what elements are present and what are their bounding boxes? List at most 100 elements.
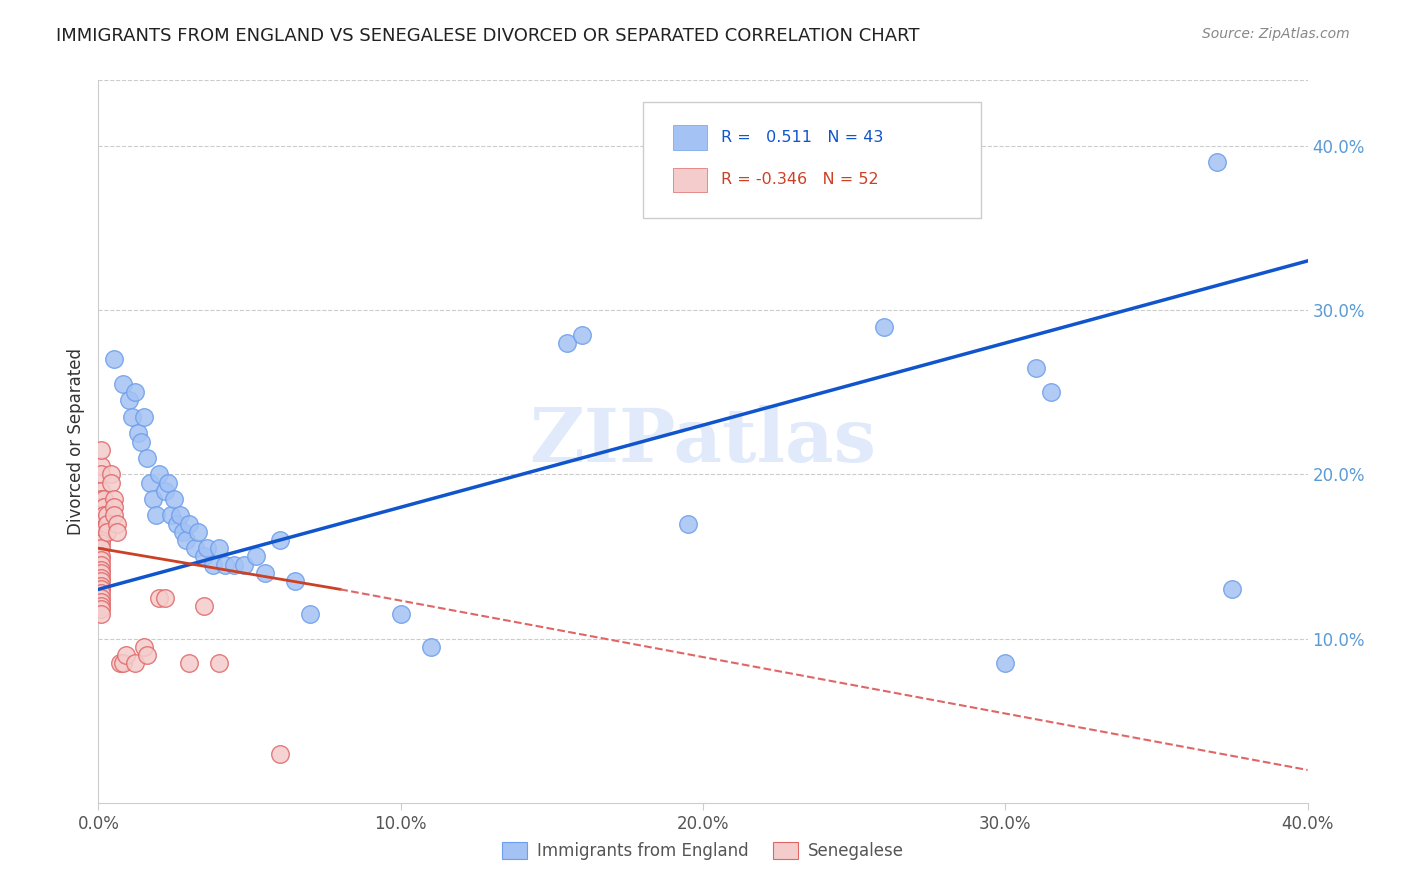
Point [132, 640, 155, 654]
Point [208, 657, 231, 671]
Point [1039, 385, 1062, 400]
Point [103, 491, 125, 506]
Text: Source: ZipAtlas.com: Source: ZipAtlas.com [1202, 27, 1350, 41]
Point [90, 541, 112, 556]
Point [90, 459, 112, 474]
Point [873, 319, 896, 334]
Point [994, 657, 1017, 671]
Point [111, 657, 134, 671]
Point [284, 574, 307, 588]
Bar [673, 168, 707, 192]
Bar [673, 126, 707, 150]
Point [90, 595, 112, 609]
Point [169, 508, 191, 523]
Point [135, 648, 157, 662]
Point [90, 467, 112, 482]
Point [153, 591, 176, 605]
Point [156, 475, 179, 490]
Point [114, 648, 136, 662]
Point [129, 434, 152, 449]
Point [100, 467, 122, 482]
Point [193, 549, 215, 564]
Point [1220, 582, 1243, 597]
Point [253, 566, 276, 580]
Point [420, 640, 443, 654]
Point [208, 541, 231, 556]
Point [90, 566, 112, 580]
Point [100, 475, 122, 490]
Point [90, 591, 112, 605]
Text: R =   0.511   N = 43: R = 0.511 N = 43 [721, 130, 883, 145]
Point [179, 516, 201, 531]
Point [214, 558, 236, 572]
Point [1024, 360, 1046, 375]
Point [174, 533, 197, 547]
Point [90, 536, 112, 550]
Point [90, 491, 112, 506]
Point [93, 508, 115, 523]
Point [184, 541, 207, 556]
Point [90, 563, 112, 577]
Point [103, 352, 125, 367]
Point [111, 377, 134, 392]
Point [172, 524, 194, 539]
Point [90, 585, 112, 599]
Point [224, 558, 246, 572]
Text: ZIPatlas: ZIPatlas [530, 405, 876, 478]
Point [93, 491, 115, 506]
Point [166, 516, 188, 531]
Point [90, 553, 112, 567]
Point [202, 558, 225, 572]
Point [148, 591, 170, 605]
Point [90, 558, 112, 572]
Point [90, 483, 112, 498]
Point [389, 607, 412, 621]
Point [269, 747, 291, 761]
Point [90, 442, 112, 457]
Point [103, 500, 125, 515]
Y-axis label: Divorced or Separated: Divorced or Separated [66, 348, 84, 535]
Text: IMMIGRANTS FROM ENGLAND VS SENEGALESE DIVORCED OR SEPARATED CORRELATION CHART: IMMIGRANTS FROM ENGLAND VS SENEGALESE DI… [56, 27, 920, 45]
Point [105, 516, 128, 531]
Point [571, 327, 593, 342]
Point [90, 582, 112, 597]
Point [127, 426, 149, 441]
Point [179, 657, 201, 671]
Point [118, 393, 141, 408]
Point [90, 574, 112, 588]
Point [195, 541, 218, 556]
Point [145, 508, 167, 523]
Legend: Immigrants from England, Senegalese: Immigrants from England, Senegalese [495, 835, 911, 867]
Point [105, 524, 128, 539]
Point [142, 491, 165, 506]
Point [187, 524, 209, 539]
Point [124, 657, 146, 671]
Point [90, 571, 112, 585]
Point [90, 549, 112, 564]
Point [90, 500, 112, 515]
Point [124, 385, 146, 400]
Text: R = -0.346   N = 52: R = -0.346 N = 52 [721, 172, 879, 187]
Point [96, 508, 118, 523]
Point [90, 607, 112, 621]
FancyBboxPatch shape [643, 102, 981, 218]
Point [555, 336, 578, 351]
Point [153, 483, 176, 498]
Point [90, 524, 112, 539]
Point [676, 516, 699, 531]
Point [96, 516, 118, 531]
Point [193, 599, 215, 613]
Point [148, 467, 170, 482]
Point [163, 491, 186, 506]
Point [90, 508, 112, 523]
Point [108, 657, 131, 671]
Point [90, 602, 112, 616]
Point [269, 533, 291, 547]
Point [103, 508, 125, 523]
Point [121, 409, 143, 424]
Point [90, 579, 112, 593]
Point [160, 508, 183, 523]
Point [90, 599, 112, 613]
Point [139, 475, 162, 490]
Point [132, 409, 155, 424]
